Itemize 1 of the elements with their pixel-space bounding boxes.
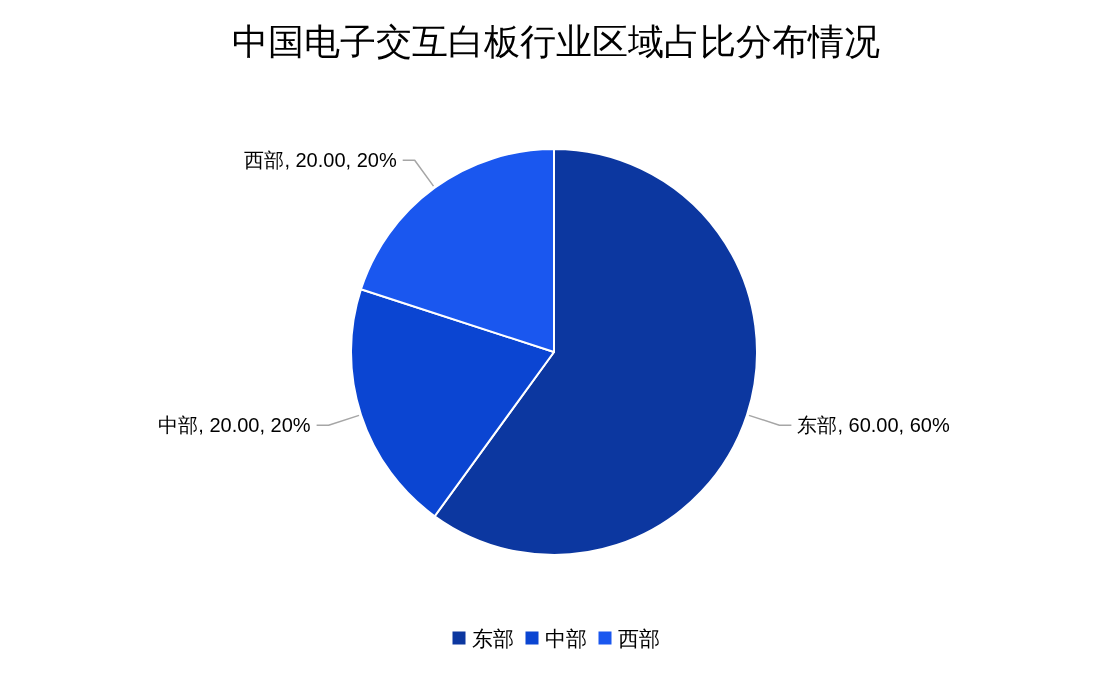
title: 中国电子交互白板行业区域占比分布情况 [232, 21, 880, 62]
